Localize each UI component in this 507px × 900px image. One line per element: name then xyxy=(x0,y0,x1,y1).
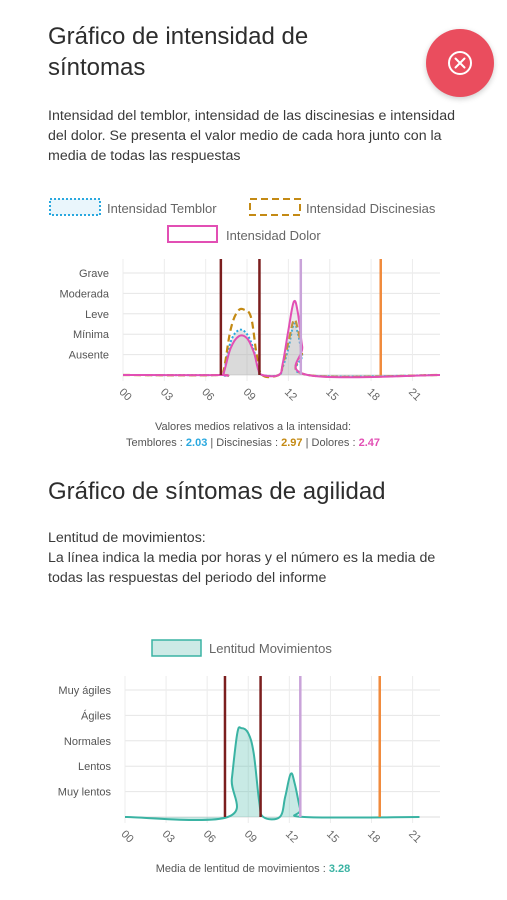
x-tick-label: 18 xyxy=(365,386,382,403)
y-tick-label: Normales xyxy=(64,736,112,748)
y-tick-label: Mínima xyxy=(73,329,110,341)
averages-values: Temblores : 2.03 | Discinesias : 2.97 | … xyxy=(126,437,380,449)
legend-swatch xyxy=(167,225,218,243)
x-tick-label: 12 xyxy=(283,828,300,845)
legend-label: Lentitud Movimientos xyxy=(209,641,332,656)
average-label: Temblores : xyxy=(126,437,186,449)
agility-description: Lentitud de movimientos: La línea indica… xyxy=(48,530,436,586)
legend-label: Intensidad Discinesias xyxy=(306,201,436,216)
x-tick-label: 12 xyxy=(282,386,299,403)
intensity-chart-svg: Intensidad Temblor Intensidad Discinesias… xyxy=(49,198,441,449)
average-caption: Media de lentitud de movimientos : 3.28 xyxy=(156,863,350,875)
average-label: Media de lentitud de movimientos : xyxy=(156,863,329,875)
x-tick-label: 09 xyxy=(241,386,258,403)
legend-label: Intensidad Dolor xyxy=(226,228,321,243)
average-label: | Discinesias : xyxy=(207,437,281,449)
legend-swatch xyxy=(49,198,101,216)
legend-swatch xyxy=(249,198,301,216)
legend-label: Intensidad Temblor xyxy=(107,201,217,216)
x-tick-label: 21 xyxy=(406,386,423,403)
legend-swatch xyxy=(151,639,202,657)
x-tick-label: 21 xyxy=(406,828,423,845)
y-tick-label: Leve xyxy=(85,309,109,321)
y-tick-label: Muy lentos xyxy=(58,787,112,799)
agility-chart-svg: Lentitud Movimientos Muy lentos Lentos Norm… xyxy=(58,639,440,875)
y-tick-label: Ágiles xyxy=(81,709,111,722)
x-tick-label: 06 xyxy=(199,386,216,403)
average-value: 2.03 xyxy=(186,437,207,449)
x-tick-label: 03 xyxy=(158,386,175,403)
averages-caption: Valores medios relativos a la intensidad… xyxy=(155,421,351,433)
y-tick-label: Muy ágiles xyxy=(58,685,111,697)
x-tick-label: 03 xyxy=(160,828,177,845)
x-tick-label: 00 xyxy=(117,386,134,403)
y-tick-label: Ausente xyxy=(69,350,109,362)
intensity-chart: Intensidad Temblor Intensidad Discinesias… xyxy=(0,190,507,455)
x-tick-label: 00 xyxy=(119,828,136,845)
y-tick-label: Grave xyxy=(79,268,109,280)
average-value: 2.97 xyxy=(281,437,302,449)
y-tick-label: Moderada xyxy=(59,288,109,300)
close-circle-icon xyxy=(448,51,472,75)
y-tick-label: Lentos xyxy=(78,761,112,773)
average-value: 2.47 xyxy=(359,437,380,449)
x-tick-label: 15 xyxy=(323,386,340,403)
agility-title: Gráfico de síntomas de agilidad xyxy=(48,478,386,505)
series-line xyxy=(122,299,441,379)
page-title: Gráfico de intensidad de síntomas xyxy=(48,23,309,81)
x-tick-label: 06 xyxy=(201,828,218,845)
agility-chart: Lentitud Movimientos Muy lentos Lentos Norm… xyxy=(0,628,507,880)
close-button[interactable] xyxy=(426,29,494,97)
average-label: | Dolores : xyxy=(303,437,359,449)
x-tick-label: 15 xyxy=(324,828,341,845)
x-tick-label: 18 xyxy=(365,828,382,845)
average-value: 3.28 xyxy=(329,863,350,875)
x-tick-label: 09 xyxy=(242,828,259,845)
intensity-description: Intensidad del temblor, intensidad de la… xyxy=(48,108,455,164)
